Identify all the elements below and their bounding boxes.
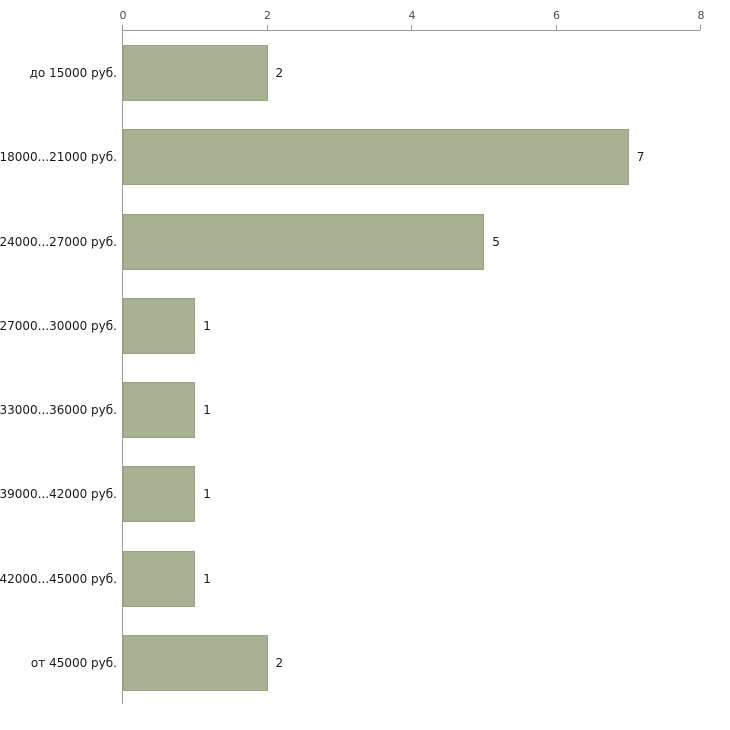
bar (123, 45, 268, 102)
bar (123, 634, 268, 691)
x-axis-tick-mark (411, 25, 412, 30)
bar-row: 24000...27000 руб. 5 (0, 200, 700, 284)
bar-row: 39000...42000 руб. 1 (0, 452, 700, 536)
value-label: 1 (203, 318, 211, 333)
x-axis-tick-label: 2 (264, 9, 271, 22)
value-label: 7 (636, 150, 645, 165)
x-axis-tick-mark (555, 25, 557, 30)
bar (123, 550, 196, 607)
x-axis-tick-mark (266, 25, 268, 30)
bar-row: 33000...36000 руб. 1 (0, 368, 700, 452)
category-label: 33000...36000 руб. (0, 403, 117, 418)
x-axis-tick-label: 6 (553, 9, 560, 22)
bar-row: от 45000 руб. 2 (31, 621, 700, 705)
bar (123, 213, 485, 270)
plot-area: 0 2 4 6 8 до 15000 руб. 2 18000...21000 руб. 7 24… (0, 9, 705, 705)
category-label: 27000...30000 руб. (0, 318, 117, 333)
value-label: 2 (275, 655, 284, 670)
bar-row: 42000...45000 руб. 1 (0, 537, 700, 621)
value-label: 5 (492, 234, 500, 249)
bar (123, 466, 196, 523)
x-axis-tick-label: 4 (408, 9, 416, 22)
value-label: 1 (203, 403, 211, 418)
category-label: 24000...27000 руб. (0, 234, 117, 249)
bar (123, 382, 196, 439)
bar-row: до 15000 руб. 2 (30, 31, 700, 115)
category-label: до 15000 руб. (29, 66, 117, 81)
category-label: 39000...42000 руб. (0, 487, 117, 502)
value-label: 1 (203, 571, 211, 586)
x-axis-tick-label: 0 (119, 9, 127, 22)
bar (123, 129, 629, 186)
bar (123, 297, 196, 354)
x-axis-tick-mark (700, 25, 701, 30)
x-axis-tick-mark (122, 25, 123, 30)
category-label: 18000...21000 руб. (0, 150, 117, 165)
category-label: 42000...45000 руб. (0, 571, 117, 586)
value-label: 2 (275, 66, 284, 81)
bar-row: 18000...21000 руб. 7 (0, 115, 700, 199)
x-axis-tick-label: 8 (697, 9, 705, 22)
category-label: от 45000 руб. (30, 655, 117, 670)
bar-row: 27000...30000 руб. 1 (0, 284, 700, 368)
value-label: 1 (203, 487, 211, 502)
